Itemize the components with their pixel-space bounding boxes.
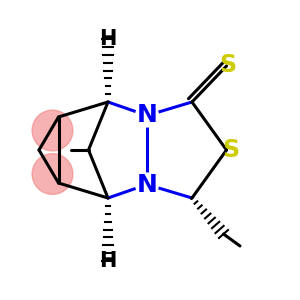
- Text: S: S: [219, 52, 237, 76]
- Text: H: H: [99, 29, 117, 49]
- Text: H: H: [99, 251, 117, 271]
- Circle shape: [136, 104, 158, 127]
- Text: N: N: [136, 172, 158, 197]
- Circle shape: [32, 154, 73, 194]
- Circle shape: [136, 173, 158, 196]
- Text: N: N: [136, 103, 158, 127]
- Circle shape: [32, 110, 73, 151]
- Text: S: S: [222, 138, 240, 162]
